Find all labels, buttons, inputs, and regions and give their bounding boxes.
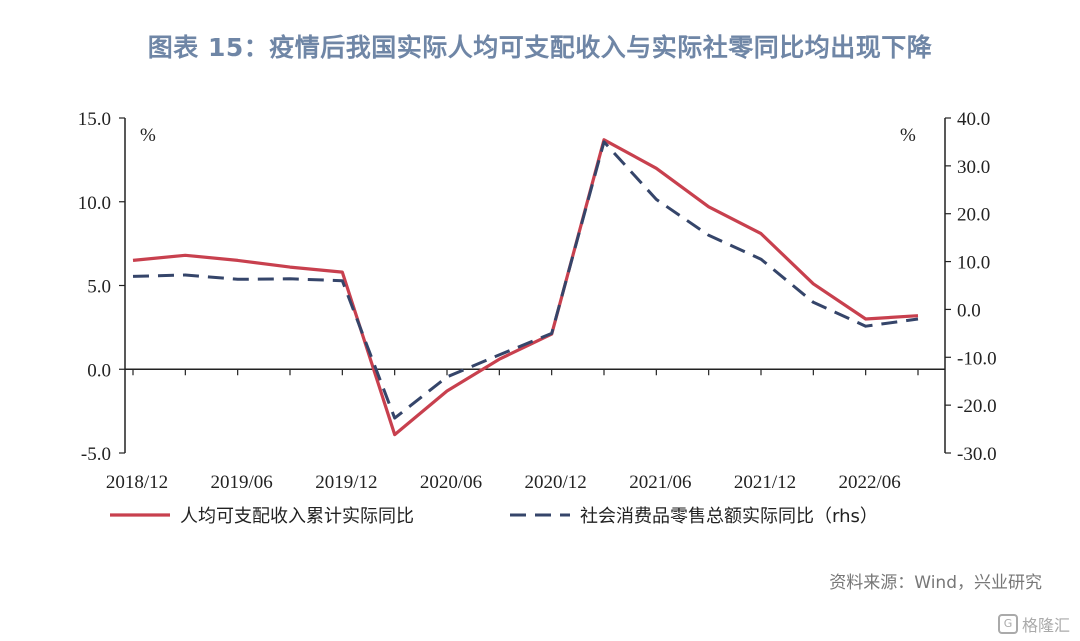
y-left-unit-label: % (140, 125, 156, 146)
x-tick-label: 2021/12 (734, 472, 796, 493)
series-lines (132, 138, 919, 437)
series-line-1 (132, 140, 919, 420)
x-tick-label: 2022/06 (839, 472, 901, 493)
y-left-tick-label: 15.0 (78, 109, 111, 130)
watermark: G 格隆汇 (997, 612, 1070, 636)
y-left-tick-label: 10.0 (78, 193, 111, 214)
y-left-tick-label: 0.0 (87, 360, 111, 381)
x-tick-label: 2020/12 (525, 472, 587, 493)
x-tick-label: 2020/06 (420, 472, 482, 493)
series-line-0 (132, 138, 919, 437)
y-right-tick-label: -10.0 (957, 348, 997, 369)
y-right-tick-label: -30.0 (957, 444, 997, 465)
y-left-tick-label: -5.0 (81, 444, 111, 465)
y-right-tick-label: 10.0 (957, 253, 990, 274)
y-right-tick-label: 30.0 (957, 157, 990, 178)
watermark-logo-icon: G (997, 614, 1018, 634)
x-tick-label: 2021/06 (629, 472, 691, 493)
y-right-tick-label: 0.0 (957, 300, 981, 321)
legend-label-1: 社会消费品零售总额实际同比（rhs） (580, 506, 878, 527)
y-right-unit-label: % (900, 125, 916, 146)
axes: 15.0 10.0 5.0 0.0 -5.0 40.0 30.0 20.0 10.0 0.0 -10… (78, 109, 997, 493)
watermark-text: 格隆汇 (1021, 616, 1070, 635)
legend-label-0: 人均可支配收入累计实际同比 (180, 506, 414, 527)
x-tick-label: 2019/06 (211, 472, 273, 493)
legend: 人均可支配收入累计实际同比 社会消费品零售总额实际同比（rhs） (110, 506, 878, 527)
x-tick-label: 2019/12 (315, 472, 377, 493)
y-right-tick-label: 20.0 (957, 205, 990, 226)
y-right-tick-label: -20.0 (957, 396, 997, 417)
source-note: 资料来源：Wind，兴业研究 (829, 573, 1042, 593)
x-tick-label: 2018/12 (106, 472, 168, 493)
y-left-tick-label: 5.0 (87, 277, 111, 298)
chart-title: 图表 15：疫情后我国实际人均可支配收入与实际社零同比均出现下降 (147, 33, 933, 62)
y-right-tick-label: 40.0 (957, 109, 990, 130)
